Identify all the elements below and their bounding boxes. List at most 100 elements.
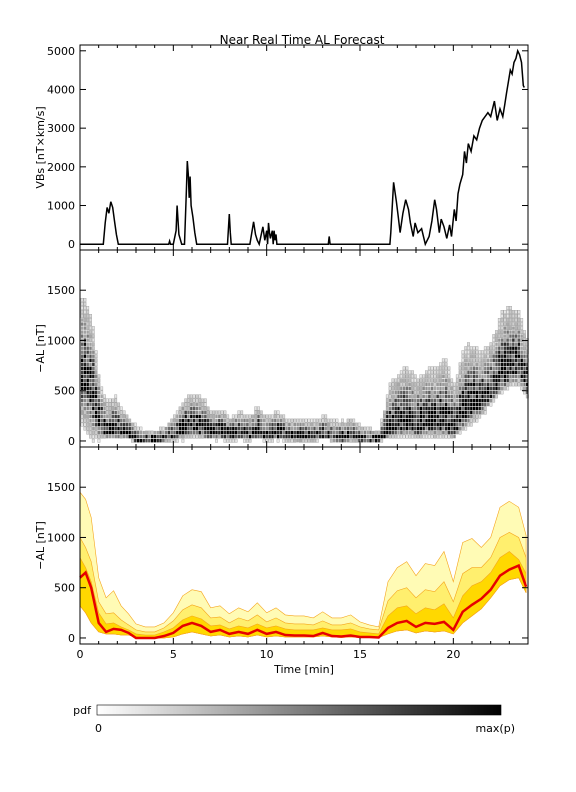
pdf-cell	[489, 342, 493, 347]
pdf-cell	[514, 382, 518, 387]
pdf-cell	[234, 422, 238, 427]
pdf-cell	[425, 382, 428, 387]
vbs-panel-frame	[79, 44, 529, 251]
pdf-cell	[461, 426, 465, 431]
pdf-cell	[139, 439, 143, 443]
pdf-cell	[411, 382, 414, 387]
pdf-cell	[464, 394, 467, 399]
pdf-cell	[232, 430, 235, 435]
pdf-cell	[91, 342, 95, 347]
pdf-cell	[447, 434, 451, 439]
pdf-cell	[315, 438, 319, 443]
pdf-cell	[190, 418, 193, 423]
pdf-cell	[391, 406, 395, 411]
pdf-cell	[425, 394, 428, 399]
pdf-cell	[262, 434, 266, 439]
pdf-cell	[153, 434, 157, 439]
pdf-cell	[444, 374, 448, 379]
pdf-cell	[310, 434, 313, 439]
pdf-cell	[97, 410, 101, 415]
pdf-cell	[260, 418, 263, 423]
pdf-cell	[176, 414, 179, 419]
pdf-cell	[358, 430, 361, 435]
pdf-cell	[360, 434, 364, 439]
pdf-cell	[94, 414, 98, 419]
pdf-cell	[316, 434, 319, 439]
pdf-cell	[86, 374, 89, 378]
pdf-cell	[436, 398, 439, 403]
pdf-cell	[181, 438, 185, 443]
pdf-cell	[103, 426, 106, 431]
pdf-cell	[184, 398, 188, 403]
pdf-cell	[509, 306, 512, 310]
pdf-cell	[478, 374, 481, 378]
pdf-cell	[268, 430, 271, 435]
pdf-cell	[419, 422, 423, 427]
pdf-cell	[100, 434, 104, 439]
pdf-cell	[523, 330, 526, 334]
pdf-cell	[444, 406, 448, 411]
pdf-cell	[83, 426, 87, 431]
pdf-cell	[178, 434, 182, 439]
pdf-cell	[212, 410, 216, 415]
pdf-cell	[363, 426, 367, 431]
pdf-cell	[147, 430, 151, 435]
pdf-cell	[517, 310, 521, 314]
pdf-cell	[453, 430, 456, 435]
pdf-cell	[212, 430, 215, 435]
pdf-cell	[523, 366, 526, 370]
pdf-cell	[444, 414, 448, 419]
pdf-cell	[481, 370, 484, 374]
pdf-cell	[92, 350, 95, 354]
pdf-cell	[422, 382, 426, 387]
pdf-cell	[111, 414, 115, 419]
pdf-cell	[498, 386, 501, 391]
pdf-cell	[279, 430, 283, 435]
pdf-cell	[419, 390, 423, 395]
pdf-cell	[114, 406, 117, 411]
pdf-cell	[391, 414, 395, 419]
pdf-cell	[119, 406, 123, 411]
pdf-cell	[243, 430, 246, 435]
pdf-cell	[341, 434, 344, 439]
pdf-cell	[514, 358, 518, 362]
pdf-cell	[324, 434, 327, 439]
pdf-cell	[290, 430, 294, 435]
pdf-cell	[86, 390, 89, 395]
pdf-cell	[461, 398, 465, 403]
pdf-cell	[296, 426, 299, 431]
pdf-cell	[461, 370, 465, 375]
pdf-cell	[495, 334, 498, 338]
pdf-cell	[472, 346, 476, 351]
pdf-cell	[237, 434, 241, 439]
pdf-cell	[91, 334, 95, 338]
pdf-cell	[192, 406, 196, 411]
pdf-cell	[97, 394, 101, 399]
pdf-cell	[195, 410, 199, 415]
pdf-cell	[509, 338, 512, 342]
pdf-cell	[506, 374, 509, 378]
pdf-cell	[97, 382, 101, 387]
pdf-cell	[405, 418, 409, 423]
pdf-cell	[313, 418, 316, 423]
pdf-cell	[257, 426, 260, 431]
pdf-cell	[206, 418, 210, 423]
pdf-cell	[332, 426, 336, 431]
pdf-cell	[89, 358, 92, 362]
pdf-cell	[475, 394, 479, 399]
pdf-cell	[100, 410, 103, 415]
pdf-cell	[386, 422, 389, 427]
pdf-cell	[302, 422, 305, 427]
pdf-cell	[444, 426, 448, 431]
pdf-cell	[215, 418, 218, 423]
pdf-cell	[517, 330, 521, 334]
pdf-cell	[86, 306, 90, 310]
pdf-cell	[142, 430, 145, 435]
pdf-cell	[484, 362, 487, 366]
pdf-cell	[237, 430, 241, 435]
pdf-cell	[184, 430, 187, 435]
pdf-cell	[489, 390, 493, 395]
pdf-cell	[397, 410, 400, 415]
pdf-cell	[442, 398, 445, 403]
